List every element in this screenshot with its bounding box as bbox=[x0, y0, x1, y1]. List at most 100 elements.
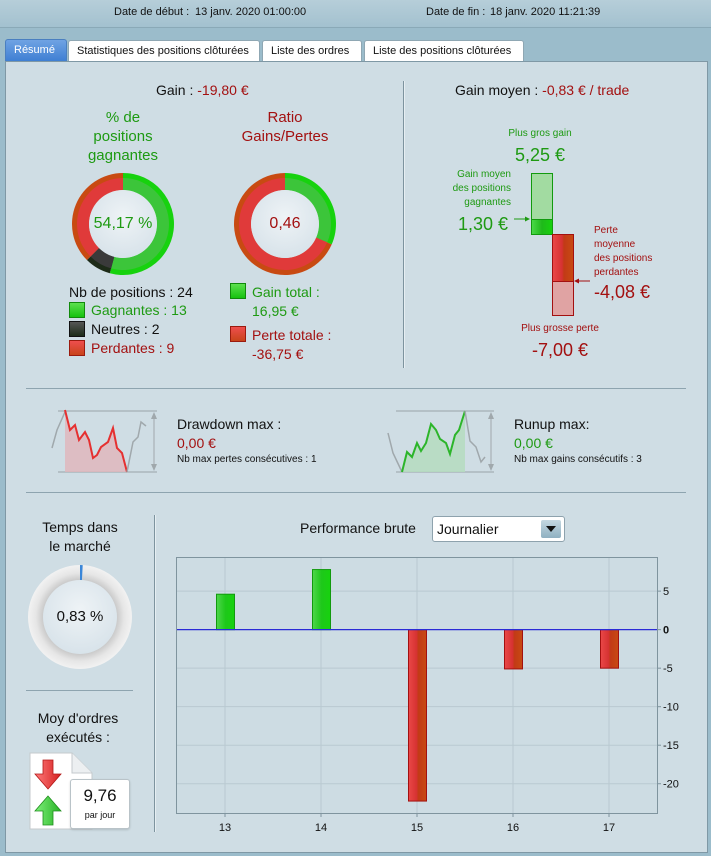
orders-title-line: exécutés : bbox=[46, 729, 110, 745]
y-tick-label: -15 bbox=[663, 740, 679, 752]
y-tick-label: 5 bbox=[663, 586, 669, 598]
avg-loss-label-line: Perte bbox=[594, 225, 618, 236]
drawdown-label: Drawdown max : bbox=[177, 416, 282, 432]
avg-loss-label-line: moyenne bbox=[594, 239, 636, 250]
x-tick-label: 17 bbox=[603, 822, 615, 834]
runup-sparkline bbox=[387, 410, 494, 473]
gain-value: -19,80 € bbox=[197, 82, 249, 98]
total-loss-swatch bbox=[230, 326, 246, 342]
orders-title: Moy d'ordres exécutés : bbox=[18, 709, 138, 747]
winners-swatch bbox=[69, 302, 85, 318]
total-loss-label: Perte totale : bbox=[252, 327, 332, 343]
avg-win-label-line: Gain moyen bbox=[457, 169, 511, 180]
period-select[interactable]: Journalier bbox=[432, 516, 565, 542]
winning-percent-title: % de positions gagnantes bbox=[73, 108, 173, 165]
market-time-title-line: le marché bbox=[49, 538, 111, 554]
gain-label: Gain : bbox=[156, 82, 194, 98]
average-gain-summary: Gain moyen : -0,83 € / trade bbox=[455, 82, 629, 98]
positions-count: Nb de positions : 24 bbox=[69, 284, 193, 300]
biggest-gain-value: 5,25 € bbox=[514, 145, 566, 165]
drawdown-sparkline bbox=[51, 409, 157, 473]
winning-title-line: positions bbox=[93, 128, 153, 145]
end-date-value: 18 janv. 2020 11:21:39 bbox=[490, 6, 601, 18]
start-date-label: Date de début : bbox=[114, 6, 190, 18]
avg-win-label: Gain moyen des positions gagnantes bbox=[440, 168, 511, 210]
x-tick-label: 13 bbox=[219, 822, 231, 834]
market-time-title: Temps dans le marché bbox=[20, 518, 140, 556]
y-tick-label: -20 bbox=[663, 779, 679, 791]
average-gain-value: -0,83 € / trade bbox=[542, 82, 630, 98]
winning-title-line: % de bbox=[105, 109, 141, 126]
gain-loss-ratio-donut bbox=[234, 173, 336, 276]
performance-bar bbox=[216, 593, 235, 631]
section-divider bbox=[26, 388, 686, 389]
drawdown-value: 0,00 € bbox=[177, 435, 216, 451]
runup-value: 0,00 € bbox=[514, 435, 553, 451]
y-tick-label: -5 bbox=[663, 663, 673, 675]
tab-closed-positions-list[interactable]: Liste des positions clôturées bbox=[364, 40, 524, 61]
donut-center bbox=[251, 190, 319, 258]
neutral-segment-inner bbox=[90, 248, 115, 269]
biggest-loss-label: Plus grosse perte bbox=[521, 323, 599, 334]
performance-bar bbox=[504, 629, 523, 670]
avg-win-label-line: des positions bbox=[452, 183, 511, 194]
ratio-value: 0,46 bbox=[269, 215, 301, 232]
runup-sub: Nb max gains consécutifs : 3 bbox=[514, 454, 642, 465]
bottom-vertical-divider bbox=[154, 515, 155, 832]
donut-center bbox=[89, 190, 157, 258]
avg-loss-value: -4,08 € bbox=[594, 282, 651, 302]
total-loss-value: -36,75 € bbox=[252, 346, 304, 362]
ratio-title: Ratio Gains/Pertes bbox=[225, 108, 345, 146]
gain-summary: Gain : -19,80 € bbox=[156, 82, 249, 98]
winning-title-line: gagnantes bbox=[87, 147, 159, 164]
tab-resume[interactable]: Résumé bbox=[5, 39, 67, 61]
tab-orders-list[interactable]: Liste des ordres bbox=[262, 40, 362, 61]
orders-value-box: 9,76 par jour bbox=[70, 779, 130, 829]
avg-loss-label-line: perdantes bbox=[594, 267, 639, 278]
buy-arrow-icon bbox=[34, 795, 62, 826]
chevron-down-icon[interactable] bbox=[541, 520, 561, 538]
avg-loss-label-line: des positions bbox=[594, 253, 653, 264]
performance-label: Performance brute bbox=[300, 520, 416, 536]
ratio-title-line: Gains/Pertes bbox=[241, 128, 329, 145]
gain-segment-inner bbox=[285, 178, 331, 243]
section-divider bbox=[26, 492, 686, 493]
avg-loss-bar bbox=[552, 234, 574, 282]
x-tick-label: 16 bbox=[507, 822, 519, 834]
runup-label: Runup max: bbox=[514, 416, 590, 432]
end-date-label: Date de fin : bbox=[426, 6, 486, 18]
losers-segment-inner bbox=[77, 178, 123, 257]
winners-segment-inner bbox=[111, 177, 169, 270]
market-time-title-line: Temps dans bbox=[42, 519, 118, 535]
x-tick-label: 15 bbox=[411, 822, 423, 834]
market-time-value: 0,83 % bbox=[56, 608, 104, 625]
avg-loss-arrow bbox=[574, 278, 590, 284]
biggest-loss-value: -7,00 € bbox=[531, 340, 589, 360]
start-date-value: 13 janv. 2020 01:00:00 bbox=[195, 6, 307, 18]
biggest-gain-label: Plus gros gain bbox=[508, 128, 572, 139]
performance-bar bbox=[600, 629, 619, 669]
total-gain-label: Gain total : bbox=[252, 284, 320, 300]
performance-bar bbox=[312, 569, 331, 631]
drawdown-sub: Nb max pertes consécutives : 1 bbox=[177, 454, 317, 465]
sell-arrow-icon bbox=[34, 759, 62, 790]
ratio-title-line: Ratio bbox=[267, 109, 303, 126]
neutral-count: Neutres : 2 bbox=[91, 321, 160, 337]
y-tick-label: -10 bbox=[663, 702, 679, 714]
tab-closed-positions-stats[interactable]: Statistiques des positions clôturées bbox=[68, 40, 260, 61]
vertical-divider bbox=[403, 81, 404, 368]
avg-win-label-line: gagnantes bbox=[464, 197, 511, 208]
market-time-donut bbox=[28, 565, 132, 669]
total-gain-swatch bbox=[230, 283, 246, 299]
avg-loss-label: Perte moyenne des positions perdantes bbox=[594, 224, 652, 280]
total-gain-value: 16,95 € bbox=[252, 303, 299, 319]
y-tick-label: 0 bbox=[663, 625, 669, 637]
performance-bar bbox=[408, 629, 427, 802]
chart-ticks: 5 0 -5 -10 -15 -20 13 14 15 16 17 bbox=[219, 586, 679, 834]
orders-value: 9,76 bbox=[83, 786, 117, 805]
winners-count: Gagnantes : 13 bbox=[91, 302, 187, 318]
